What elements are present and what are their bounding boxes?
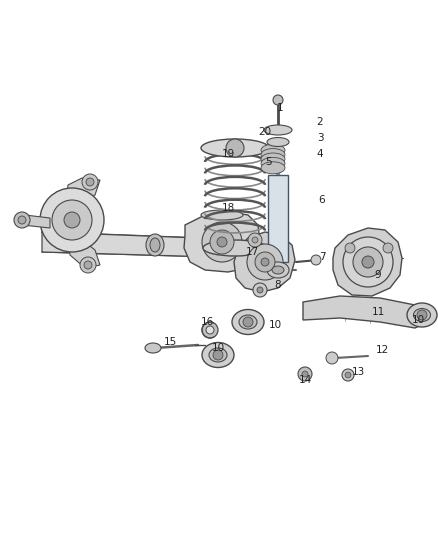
Text: 11: 11 — [371, 307, 385, 317]
Text: 10: 10 — [212, 343, 225, 353]
Circle shape — [252, 237, 258, 243]
Circle shape — [353, 247, 383, 277]
Circle shape — [202, 222, 242, 262]
Text: 17: 17 — [245, 247, 258, 257]
Ellipse shape — [146, 234, 164, 256]
Circle shape — [253, 283, 267, 297]
Ellipse shape — [261, 144, 285, 156]
Ellipse shape — [203, 240, 267, 256]
Ellipse shape — [150, 238, 160, 252]
Ellipse shape — [201, 139, 269, 157]
Ellipse shape — [407, 303, 437, 327]
Ellipse shape — [209, 348, 227, 362]
Text: 5: 5 — [265, 157, 271, 167]
Text: 16: 16 — [200, 317, 214, 327]
Circle shape — [202, 322, 218, 338]
Ellipse shape — [202, 343, 234, 367]
Text: 20: 20 — [258, 127, 272, 137]
Circle shape — [14, 212, 30, 228]
Circle shape — [86, 178, 94, 186]
Circle shape — [261, 258, 269, 266]
Text: 10: 10 — [268, 320, 282, 330]
Polygon shape — [303, 296, 428, 328]
Circle shape — [210, 230, 234, 254]
Ellipse shape — [201, 210, 243, 220]
Circle shape — [18, 216, 26, 224]
Circle shape — [243, 317, 253, 327]
Circle shape — [213, 350, 223, 360]
Text: 3: 3 — [317, 133, 323, 143]
Text: 7: 7 — [319, 252, 325, 262]
Text: 6: 6 — [319, 195, 325, 205]
Ellipse shape — [267, 138, 289, 147]
Ellipse shape — [261, 149, 285, 160]
Circle shape — [64, 212, 80, 228]
Circle shape — [80, 257, 96, 273]
Circle shape — [247, 244, 283, 280]
Ellipse shape — [413, 309, 431, 321]
Text: 18: 18 — [221, 203, 235, 213]
Circle shape — [257, 287, 263, 293]
Circle shape — [311, 255, 321, 265]
Circle shape — [40, 188, 104, 252]
Circle shape — [326, 352, 338, 364]
Polygon shape — [258, 232, 282, 254]
Text: 1: 1 — [277, 103, 283, 113]
Circle shape — [255, 252, 275, 272]
Polygon shape — [184, 212, 260, 272]
Circle shape — [343, 237, 393, 287]
Circle shape — [84, 261, 92, 269]
Circle shape — [206, 326, 214, 334]
Text: 15: 15 — [163, 337, 177, 347]
Polygon shape — [66, 178, 100, 208]
Text: 19: 19 — [221, 149, 235, 159]
Ellipse shape — [272, 266, 284, 274]
Circle shape — [248, 233, 262, 247]
Polygon shape — [268, 175, 288, 262]
Circle shape — [217, 237, 227, 247]
Circle shape — [273, 95, 283, 105]
Ellipse shape — [239, 315, 257, 329]
Circle shape — [52, 200, 92, 240]
Circle shape — [342, 369, 354, 381]
Text: 8: 8 — [275, 280, 281, 290]
Polygon shape — [234, 232, 295, 292]
Text: 9: 9 — [374, 270, 381, 280]
Text: 14: 14 — [298, 375, 311, 385]
Circle shape — [298, 367, 312, 381]
Ellipse shape — [267, 262, 289, 278]
Circle shape — [345, 243, 355, 253]
Text: 12: 12 — [375, 345, 389, 355]
Circle shape — [345, 372, 351, 378]
Circle shape — [226, 139, 244, 157]
Ellipse shape — [232, 310, 264, 335]
Circle shape — [362, 256, 374, 268]
Polygon shape — [22, 215, 50, 228]
Ellipse shape — [261, 153, 285, 165]
Polygon shape — [42, 232, 250, 258]
Text: 10: 10 — [411, 315, 424, 325]
Ellipse shape — [145, 343, 161, 353]
Ellipse shape — [264, 125, 292, 135]
Ellipse shape — [261, 157, 285, 169]
Text: 2: 2 — [317, 117, 323, 127]
Circle shape — [417, 310, 427, 320]
Text: 4: 4 — [317, 149, 323, 159]
Circle shape — [82, 174, 98, 190]
Circle shape — [302, 371, 308, 377]
Polygon shape — [333, 228, 402, 296]
Polygon shape — [68, 232, 100, 268]
Circle shape — [383, 243, 393, 253]
Text: 13: 13 — [351, 367, 364, 377]
Ellipse shape — [261, 162, 285, 174]
